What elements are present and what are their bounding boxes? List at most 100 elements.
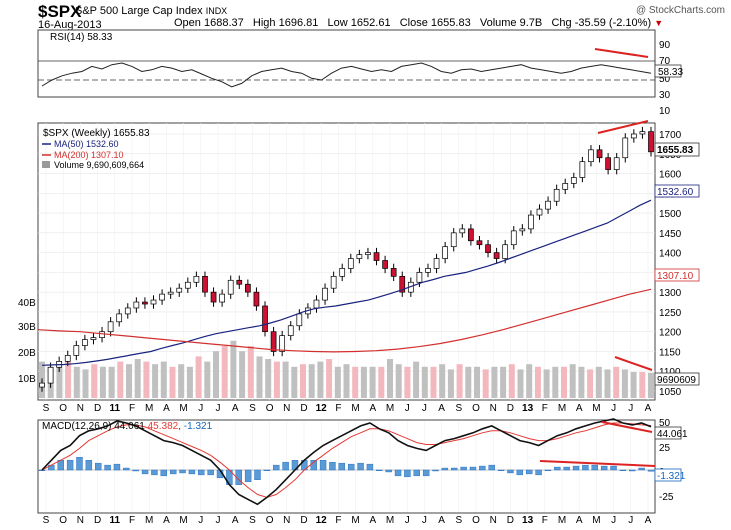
price-candle (313, 299, 320, 309)
x-tick-label: A (438, 403, 445, 414)
price-grid (38, 123, 655, 513)
price-candle (262, 305, 268, 333)
price-candle (570, 177, 577, 184)
price-candle (588, 149, 594, 163)
x-tick-label: S (455, 403, 462, 414)
macd-legend-value: 44.061 (114, 421, 145, 432)
price-candle (605, 157, 611, 170)
volume-bar (91, 364, 98, 398)
price-candle (227, 279, 234, 295)
macd-hist-bar (338, 462, 346, 471)
volume-bar (439, 364, 446, 398)
x-tick-label: D (300, 515, 307, 526)
ma200-line (37, 288, 652, 353)
x-tick-label: A (645, 515, 652, 526)
x-tick-label: S (455, 515, 462, 526)
histogram-trendline (539, 460, 656, 467)
price-candle (485, 244, 491, 253)
index-name: S&P 500 Large Cap Index (75, 5, 203, 17)
volume-bar (352, 366, 359, 398)
down-arrow-icon: ▼ (654, 18, 664, 28)
volume-bar (465, 366, 472, 398)
macd-hist-bar (151, 469, 158, 476)
volume-bar (178, 364, 185, 398)
price-candle (373, 252, 380, 261)
rsi-frame (37, 29, 656, 98)
price-candle (193, 275, 200, 283)
chg-value: -35.59 (-2.10%) (574, 17, 652, 29)
low-label: Low (327, 17, 348, 29)
price-candle (579, 161, 586, 178)
macd-legend-hist: -1.321 (184, 421, 213, 432)
x-tick-label: S (43, 403, 50, 414)
price-candle (468, 228, 474, 242)
macd-hist-bar (535, 469, 542, 476)
price-candle (553, 189, 560, 202)
volume-bar (395, 364, 402, 398)
volume-bar (126, 364, 132, 398)
price-trendline (597, 120, 649, 134)
macd-hist-bar (104, 464, 111, 471)
volume-bar (117, 361, 124, 398)
volume-bar (343, 364, 350, 398)
macd-hist-bar (366, 463, 374, 471)
last-price-box (654, 142, 700, 157)
volume-bar (500, 366, 507, 398)
x-tick-label: O (59, 515, 67, 526)
macd-hist-bar (563, 466, 570, 471)
price-tick: 1250 (659, 308, 682, 319)
macd-last-box (654, 426, 682, 440)
macd-hist-bar (357, 462, 364, 471)
price-candle (433, 258, 440, 269)
price-candle (459, 228, 466, 234)
macd-hist-bar (179, 469, 186, 474)
macd-hist-bar (282, 461, 289, 471)
rsi-line (41, 62, 652, 88)
volume-bar (282, 361, 289, 398)
x-tick-label: S (249, 515, 256, 526)
volume-bar (543, 369, 550, 398)
rsi-legend: RSI(14) 58.33 (50, 32, 113, 43)
x-tick-label: J (628, 403, 633, 414)
volume-bar (387, 359, 393, 398)
price-candle (596, 149, 603, 159)
macd-hist-bar (638, 467, 645, 471)
macd-panel: MACD(12,26,9) 44.061 45.382, -1.321 50 2… (37, 418, 688, 514)
macd-hist-bar (160, 469, 168, 477)
volume-bar (82, 369, 89, 398)
macd-last-value: 44.061 (657, 429, 688, 440)
company-name: S&P 500 Large Cap Index INDX (75, 5, 227, 17)
x-tick-label: N (490, 515, 497, 526)
x-tick-label: 12 (316, 403, 328, 414)
x-tick-label: J (422, 515, 427, 526)
volume-bar (639, 372, 646, 398)
volume-bar (221, 346, 228, 398)
legend-volume: Volume 9,690,609,664 (54, 160, 144, 170)
x-tick-label: J (628, 515, 633, 526)
x-tick-label: O (472, 515, 480, 526)
high-label: High (252, 17, 276, 29)
legend-ma200: MA(200) 1307.10 (54, 150, 124, 160)
macd-hist-bar (66, 460, 74, 471)
volume-bar (621, 369, 628, 398)
price-candle (236, 279, 243, 285)
x-tick-label: J (405, 403, 410, 414)
price-tick: 1600 (659, 170, 682, 181)
volume-bar (265, 359, 272, 398)
x-tick-label: M (592, 403, 600, 414)
rsi-last-box (654, 64, 682, 78)
x-tick-label: S (249, 403, 256, 414)
x-tick-label: J (198, 403, 203, 414)
price-candle (219, 293, 225, 303)
macd-hist-bar (207, 469, 214, 476)
x-tick-label: J (611, 403, 616, 414)
x-tick-label: M (145, 403, 153, 414)
x-tick-label: M (592, 515, 600, 526)
macd-hist-bar (132, 469, 139, 472)
macd-hist-bar (95, 462, 102, 471)
x-tick-label: F (335, 403, 341, 414)
high-value: 1696.81 (278, 17, 319, 29)
macd-hist-bar (169, 469, 177, 475)
price-tick: 1200 (659, 328, 682, 339)
low-value: 1652.61 (350, 17, 391, 29)
